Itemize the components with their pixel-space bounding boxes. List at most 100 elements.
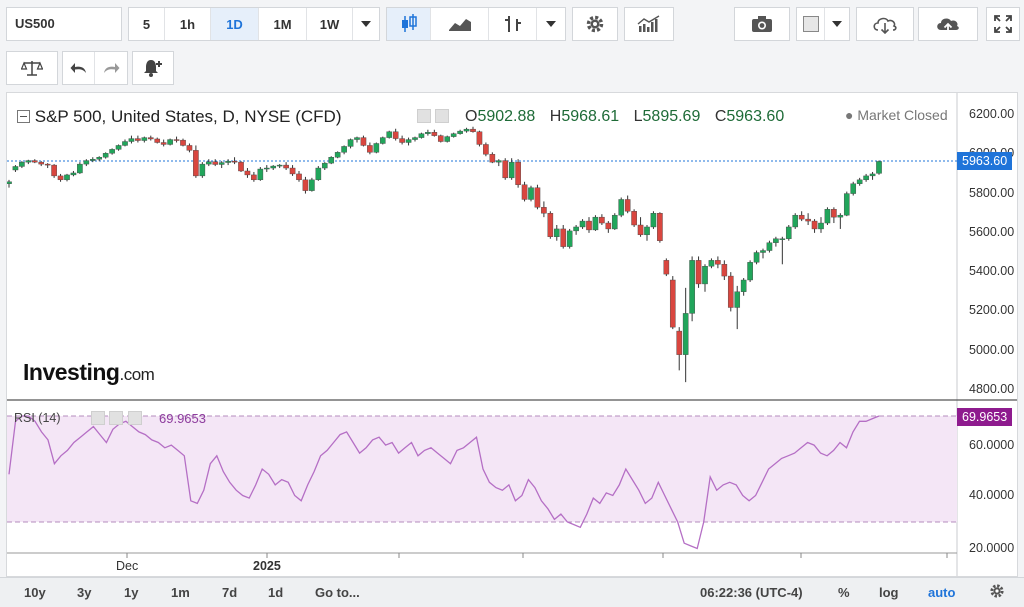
candle-body [566,230,573,247]
interval-dropdown-button[interactable] [353,8,379,40]
price-chart[interactable] [7,93,1017,576]
range-1m-button[interactable]: 1m [171,585,190,600]
range-1y-button[interactable]: 1y [124,585,139,600]
fullscreen-button[interactable] [986,7,1020,41]
candle-body [682,313,689,355]
load-chart-button[interactable] [856,7,914,41]
candle-body [773,238,779,243]
candle-body [283,164,289,169]
settings-small-icon[interactable] [417,109,431,123]
candle-body [463,128,470,132]
bar-chart-button[interactable] [489,8,537,40]
rsi-value-tag: 69.9653 [957,408,1013,426]
range-1d-button[interactable]: 1d [268,585,284,600]
open-value: 5902.88 [477,108,536,125]
candle-body [154,138,161,143]
rsi-gear-icon[interactable] [109,411,124,425]
settings-button[interactable] [572,7,618,41]
candle-body [205,161,212,165]
candle-body [135,138,141,141]
candle-body [244,170,251,176]
price-axis-label: 5000.00 [969,343,1015,357]
undo-button[interactable] [63,52,95,84]
price-axis-label: 5800.00 [969,186,1015,200]
candle-body [276,164,283,167]
screenshot-button[interactable] [734,7,790,41]
price-axis-label: 6200.00 [969,107,1015,121]
color-dropdown-button[interactable] [825,8,849,40]
candle-body [695,260,702,285]
range-10y-button[interactable]: 10y [24,585,46,600]
symbol-input[interactable]: US500 [6,7,122,41]
candle-body [850,183,857,194]
interval-1w[interactable]: 1W [307,8,353,40]
candle-body [624,199,631,212]
candle-body [811,220,818,230]
settings-button-bottom[interactable] [989,583,1005,602]
candlestick-button[interactable] [387,8,431,40]
candle-body [863,175,869,181]
range-7d-button[interactable]: 7d [222,585,238,600]
candle-body [592,216,599,231]
price-axis-label: 4800.00 [969,382,1015,396]
indicators-button[interactable] [624,7,674,41]
candle-body [618,199,625,216]
range-3y-button[interactable]: 3y [77,585,92,600]
alert-button[interactable] [132,51,174,85]
candle-body [805,218,811,222]
interval-1d[interactable]: 1D [211,8,259,40]
candle-body [586,220,592,231]
logo-text: Investing [23,359,120,385]
candle-body [147,137,154,140]
color-swatch-icon [802,16,819,32]
candle-body [837,214,844,218]
interval-1m[interactable]: 1M [259,8,307,40]
auto-toggle[interactable]: auto [928,585,956,600]
area-chart-button[interactable] [431,8,489,40]
redo-button[interactable] [95,52,127,84]
candle-body [77,163,83,174]
rsi-line [8,415,880,550]
log-toggle[interactable]: log [879,585,899,600]
candle-body [109,149,115,154]
candle-body [418,133,425,138]
rsi-close-icon[interactable] [127,411,142,425]
interval-1h[interactable]: 1h [165,8,211,40]
rsi-settings-icon[interactable] [91,411,105,425]
candle-body [843,193,850,216]
candle-body [321,162,328,169]
chart-type-dropdown-button[interactable] [537,8,565,40]
candle-body [405,139,412,143]
candle-body [38,161,45,165]
candle-body [708,260,715,267]
candle-body [502,160,509,179]
candle-body [495,160,502,163]
last-price-tag: 5963.60 [957,152,1013,170]
interval-5[interactable]: 5 [129,8,165,40]
chart-panel[interactable]: S&P 500, United States, D, NYSE (CFD) O5… [6,92,1018,577]
candle-body [341,146,347,153]
gear-icon [990,584,1004,598]
gear-small-icon[interactable] [435,109,450,123]
candle-body [521,184,528,200]
save-chart-button[interactable] [918,7,978,41]
compare-button[interactable] [6,51,58,85]
candle-body [611,214,618,230]
candle-body [89,158,96,161]
chevron-down-icon [546,21,556,27]
market-status: ● Market Closed [845,107,948,123]
low-value: 5895.69 [642,108,701,125]
candle-body [25,160,32,163]
candle-body [450,133,457,137]
percent-toggle[interactable]: % [838,585,850,600]
candle-body [96,157,103,160]
color-picker-button[interactable] [797,8,825,40]
top-toolbar: US500 5 1h 1D 1M 1W [0,0,1024,46]
investing-logo: Investing.com [23,359,155,386]
goto-button[interactable]: Go to... [315,585,360,600]
chart-title: S&P 500, United States, D, NYSE (CFD) [34,107,342,126]
candle-body [328,157,335,164]
collapse-icon[interactable] [17,110,30,123]
candle-body [785,226,792,239]
candle-body [128,138,135,142]
